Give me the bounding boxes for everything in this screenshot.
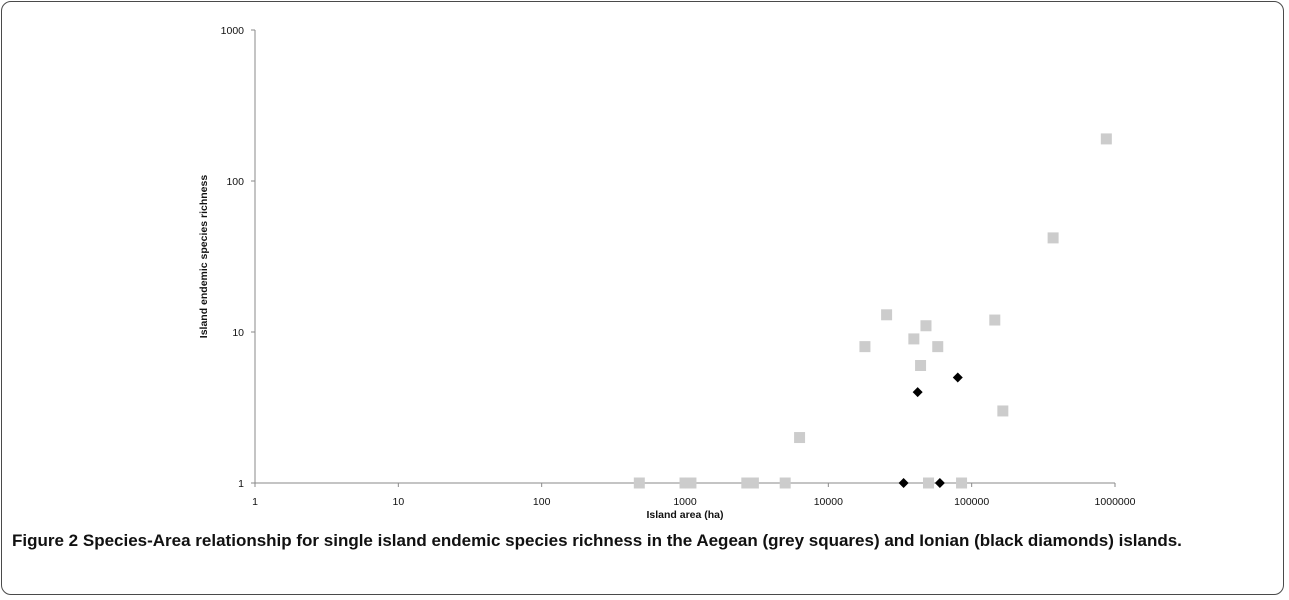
- aegean-point: [633, 477, 645, 489]
- aegean-point: [679, 477, 691, 489]
- y-tick-label: 1: [238, 478, 244, 490]
- ionian-point: [912, 387, 923, 398]
- aegean-point: [859, 341, 871, 353]
- x-tick-label: 100: [533, 496, 551, 508]
- figure-caption-text: Species-Area relationship for single isl…: [82, 531, 1182, 550]
- aegean-point: [794, 432, 806, 444]
- y-tick-label: 1000: [221, 25, 245, 37]
- x-tick-label: 1000000: [1095, 496, 1136, 508]
- aegean-point: [956, 477, 968, 489]
- x-tick-label: 1000: [673, 496, 697, 508]
- y-tick-label: 10: [232, 327, 244, 339]
- aegean-point: [881, 309, 893, 321]
- y-axis-title: Island endemic species richness: [198, 175, 210, 339]
- figure-label: Figure 2: [12, 531, 79, 550]
- aegean-point: [915, 359, 927, 371]
- x-axis-title: Island area (ha): [646, 509, 723, 520]
- aegean-point: [779, 477, 791, 489]
- y-ticks: 1 10 100 1000: [221, 25, 255, 490]
- x-tick-label: 100000: [954, 496, 989, 508]
- x-tick-label: 1: [252, 496, 258, 508]
- ionian-point: [952, 372, 963, 383]
- scatter-plot: 1 10 100 1000 10000 100000 1000000 1101001000 …: [198, 25, 1136, 520]
- figure-caption: Figure 2 Species-Area relationship for s…: [12, 528, 1262, 553]
- aegean-point: [1100, 133, 1112, 145]
- aegean-point: [932, 341, 944, 353]
- aegean-point: [923, 477, 935, 489]
- aegean-point: [1047, 232, 1059, 244]
- aegean-point: [989, 314, 1001, 326]
- aegean-point: [741, 477, 753, 489]
- aegean-point: [685, 477, 697, 489]
- aegean-point: [747, 477, 759, 489]
- x-tick-label: 10000: [814, 496, 843, 508]
- aegean-point: [920, 320, 932, 332]
- data-points: [633, 133, 1112, 489]
- aegean-point: [908, 333, 920, 345]
- aegean-point: [997, 405, 1009, 417]
- x-tick-label: 10: [392, 496, 404, 508]
- y-tick-label: 100: [226, 176, 244, 188]
- ionian-point: [934, 478, 945, 488]
- ionian-point: [898, 478, 909, 488]
- x-ticks: 1 10 100 1000 10000 100000 1000000: [252, 483, 1136, 508]
